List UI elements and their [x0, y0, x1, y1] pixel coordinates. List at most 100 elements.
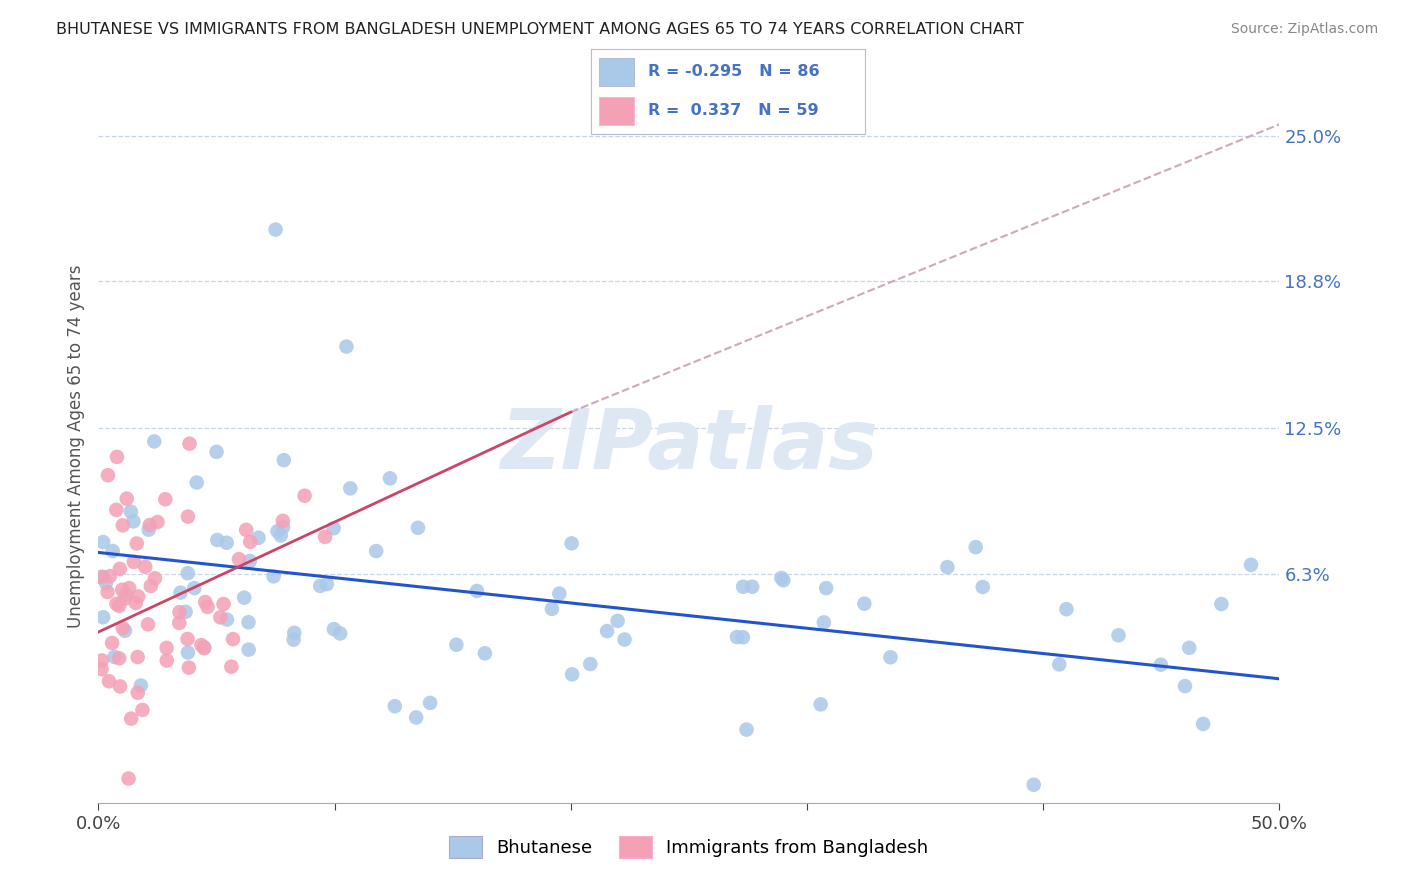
Immigrants from Bangladesh [114, 591, 136, 606]
Bhutanese [613, 632, 636, 647]
Immigrants from Bangladesh [90, 570, 112, 584]
Bhutanese [270, 528, 292, 542]
Immigrants from Bangladesh [177, 509, 200, 524]
Immigrants from Bangladesh [146, 515, 169, 529]
Immigrants from Bangladesh [212, 597, 235, 611]
Immigrants from Bangladesh [118, 581, 141, 595]
Immigrants from Bangladesh [131, 703, 153, 717]
Immigrants from Bangladesh [169, 605, 191, 619]
Bhutanese [541, 602, 564, 616]
Immigrants from Bangladesh [125, 596, 148, 610]
Immigrants from Bangladesh [136, 617, 159, 632]
Bhutanese [138, 523, 160, 537]
Bhutanese [731, 630, 754, 644]
Bhutanese [733, 580, 755, 594]
Immigrants from Bangladesh [156, 640, 179, 655]
Bhutanese [122, 514, 145, 528]
Bhutanese [725, 630, 748, 644]
Immigrants from Bangladesh [197, 599, 219, 614]
Immigrants from Bangladesh [271, 514, 294, 528]
Bar [599, 96, 634, 126]
Bhutanese [879, 650, 901, 665]
Bhutanese [1108, 628, 1130, 642]
Bhutanese [114, 624, 136, 638]
Immigrants from Bangladesh [108, 680, 131, 694]
Bhutanese [378, 471, 401, 485]
Text: R =  0.337   N = 59: R = 0.337 N = 59 [648, 103, 818, 119]
Bhutanese [335, 340, 357, 354]
Bhutanese [103, 649, 125, 664]
Bhutanese [1022, 778, 1045, 792]
Bhutanese [405, 710, 427, 724]
Immigrants from Bangladesh [105, 450, 128, 464]
Bhutanese [813, 615, 835, 630]
Bhutanese [1211, 597, 1233, 611]
Immigrants from Bangladesh [194, 595, 217, 609]
Bhutanese [561, 536, 583, 550]
Bhutanese [1192, 717, 1215, 731]
Bhutanese [366, 544, 388, 558]
Bhutanese [215, 613, 238, 627]
Bhutanese [1047, 657, 1070, 672]
Bhutanese [606, 614, 628, 628]
Immigrants from Bangladesh [117, 772, 139, 786]
Text: Source: ZipAtlas.com: Source: ZipAtlas.com [1230, 22, 1378, 37]
Bhutanese [169, 585, 191, 599]
Immigrants from Bangladesh [138, 518, 160, 533]
Immigrants from Bangladesh [239, 534, 262, 549]
Bhutanese [810, 698, 832, 712]
Bhutanese [329, 626, 352, 640]
Bhutanese [283, 625, 305, 640]
Bhutanese [735, 723, 758, 737]
Immigrants from Bangladesh [235, 523, 257, 537]
Immigrants from Bangladesh [122, 555, 145, 569]
Bhutanese [205, 445, 228, 459]
Bhutanese [548, 586, 571, 600]
Bhutanese [596, 624, 619, 638]
Bhutanese [115, 587, 138, 601]
Bhutanese [323, 622, 346, 636]
Immigrants from Bangladesh [127, 650, 149, 665]
Bhutanese [263, 569, 285, 583]
Immigrants from Bangladesh [156, 654, 179, 668]
Bhutanese [247, 531, 270, 545]
Bhutanese [94, 576, 117, 591]
Immigrants from Bangladesh [90, 662, 112, 676]
Bhutanese [384, 699, 406, 714]
Bhutanese [465, 583, 488, 598]
Bhutanese [1178, 640, 1201, 655]
Bhutanese [936, 560, 959, 574]
Immigrants from Bangladesh [134, 559, 156, 574]
Bhutanese [772, 574, 794, 588]
Immigrants from Bangladesh [190, 638, 212, 652]
Bhutanese [283, 632, 305, 647]
Bhutanese [561, 667, 583, 681]
Bhutanese [419, 696, 441, 710]
Bhutanese [1174, 679, 1197, 693]
Immigrants from Bangladesh [228, 552, 250, 566]
Immigrants from Bangladesh [115, 491, 138, 506]
Immigrants from Bangladesh [111, 518, 134, 533]
Immigrants from Bangladesh [176, 632, 198, 646]
Immigrants from Bangladesh [98, 674, 121, 689]
Bhutanese [271, 520, 294, 534]
Immigrants from Bangladesh [90, 653, 112, 667]
Bhutanese [965, 540, 987, 554]
Text: R = -0.295   N = 86: R = -0.295 N = 86 [648, 64, 820, 79]
Immigrants from Bangladesh [314, 530, 336, 544]
Immigrants from Bangladesh [222, 632, 245, 646]
Legend: Bhutanese, Immigrants from Bangladesh: Bhutanese, Immigrants from Bangladesh [441, 829, 936, 865]
Immigrants from Bangladesh [97, 468, 120, 483]
Immigrants from Bangladesh [127, 686, 149, 700]
Bhutanese [322, 521, 344, 535]
Bhutanese [972, 580, 994, 594]
Immigrants from Bangladesh [221, 659, 243, 673]
Bhutanese [215, 535, 238, 549]
Immigrants from Bangladesh [167, 615, 190, 630]
Bhutanese [101, 544, 124, 558]
Bar [599, 58, 634, 87]
Bhutanese [193, 640, 215, 655]
Immigrants from Bangladesh [108, 562, 131, 576]
Immigrants from Bangladesh [105, 597, 128, 611]
Bhutanese [853, 597, 876, 611]
